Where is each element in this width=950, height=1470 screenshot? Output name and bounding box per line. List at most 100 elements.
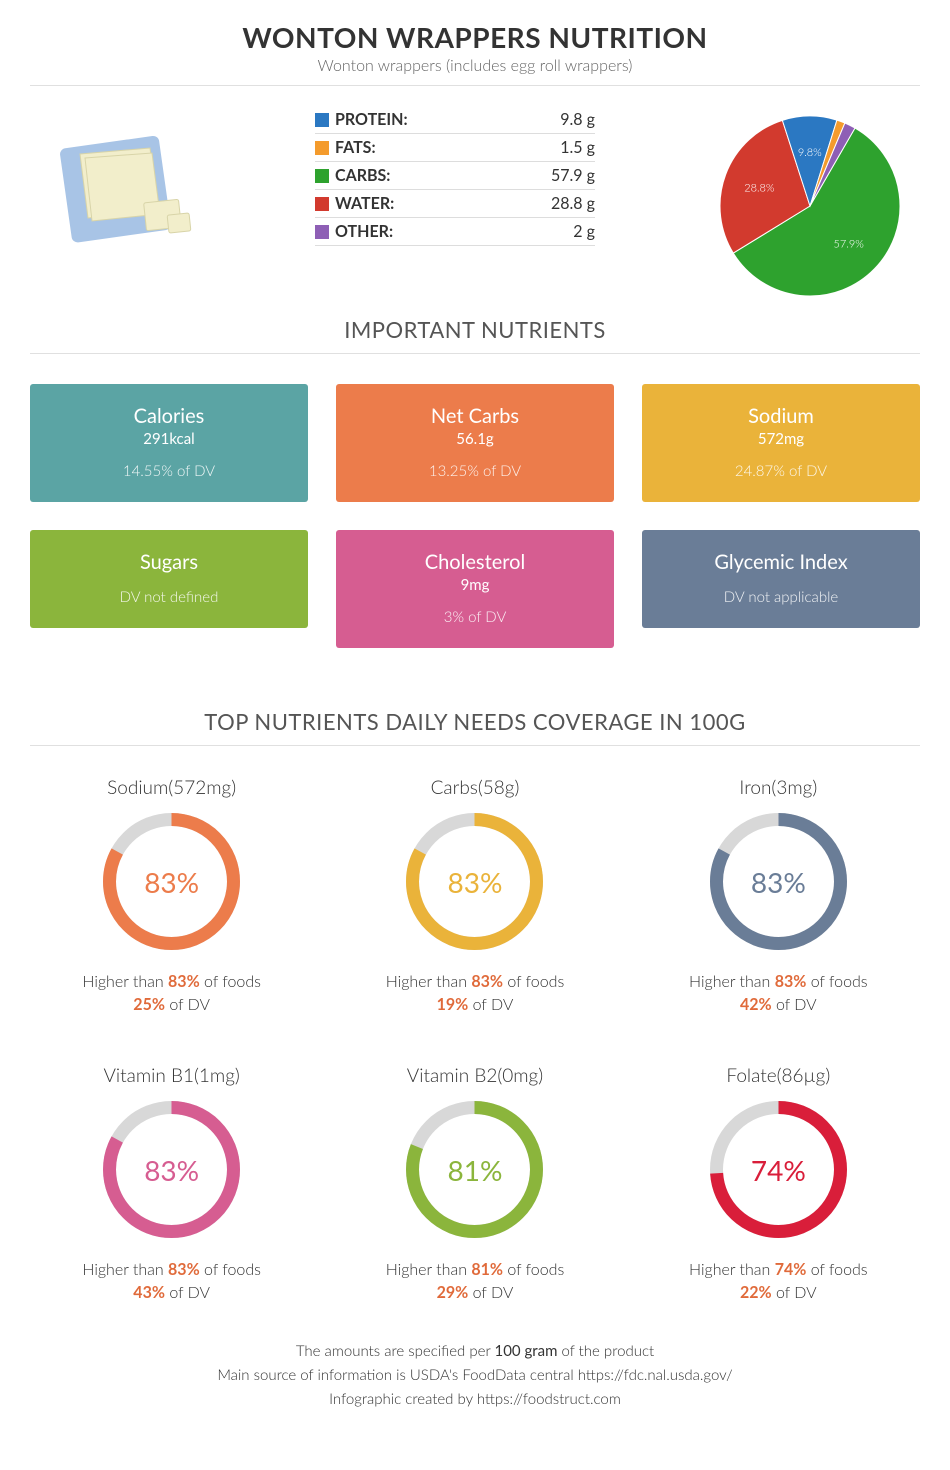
- coverage-percent: 83%: [448, 865, 503, 899]
- summary-row: PROTEIN: 9.8 g FATS: 1.5 g CARBS: 57.9 g…: [30, 106, 920, 306]
- coverage-title: Folate(86µg): [637, 1064, 920, 1087]
- coverage-item: Folate(86µg) 74% Higher than 74% of food…: [637, 1064, 920, 1302]
- coverage-title: Iron(3mg): [637, 776, 920, 799]
- coverage-item: Carbs(58g) 83% Higher than 83% of foods …: [333, 776, 616, 1014]
- card-dv: DV not defined: [40, 588, 298, 606]
- card-amount: 56.1g: [346, 430, 604, 448]
- macro-row: PROTEIN: 9.8 g: [315, 106, 595, 134]
- coverage-donut: 81%: [402, 1097, 547, 1242]
- card-amount: 9mg: [346, 576, 604, 594]
- coverage-dv: 29% of DV: [333, 1283, 616, 1302]
- coverage-percent: 83%: [144, 865, 199, 899]
- page-title: WONTON WRAPPERS NUTRITION: [30, 20, 920, 54]
- nutrient-card: Net Carbs 56.1g 13.25% of DV: [336, 384, 614, 502]
- coverage-compare: Higher than 83% of foods: [637, 972, 920, 991]
- card-title: Sugars: [40, 550, 298, 574]
- coverage-item: Sodium(572mg) 83% Higher than 83% of foo…: [30, 776, 313, 1014]
- coverage-donut: 83%: [99, 809, 244, 954]
- nutrient-card: Calories 291kcal 14.55% of DV: [30, 384, 308, 502]
- nutrient-card: Sugars DV not defined: [30, 530, 308, 628]
- macro-label: WATER:: [335, 194, 394, 213]
- card-title: Calories: [40, 404, 298, 428]
- coverage-percent: 83%: [144, 1153, 199, 1187]
- color-swatch: [315, 113, 329, 127]
- nutrient-cards-grid: Calories 291kcal 14.55% of DV Net Carbs 56.1…: [30, 384, 920, 648]
- card-title: Glycemic Index: [652, 550, 910, 574]
- coverage-dv: 19% of DV: [333, 995, 616, 1014]
- card-dv: DV not applicable: [652, 588, 910, 606]
- coverage-title: Carbs(58g): [333, 776, 616, 799]
- macro-label: OTHER:: [335, 222, 393, 241]
- macro-table: PROTEIN: 9.8 g FATS: 1.5 g CARBS: 57.9 g…: [315, 106, 595, 246]
- coverage-title: Sodium(572mg): [30, 776, 313, 799]
- color-swatch: [315, 169, 329, 183]
- footer-credit: Infographic created by https://foodstruc…: [30, 1390, 920, 1408]
- macro-pie-chart: 57.9% 28.8% 9.8%: [700, 106, 920, 306]
- color-swatch: [315, 197, 329, 211]
- nutrient-card: Sodium 572mg 24.87% of DV: [642, 384, 920, 502]
- macro-row: CARBS: 57.9 g: [315, 162, 595, 190]
- macro-row: FATS: 1.5 g: [315, 134, 595, 162]
- macro-value: 2 g: [573, 222, 595, 241]
- coverage-item: Vitamin B2(0mg) 81% Higher than 81% of f…: [333, 1064, 616, 1302]
- coverage-dv: 25% of DV: [30, 995, 313, 1014]
- card-dv: 14.55% of DV: [40, 462, 298, 480]
- footer-text: The amounts are specified per: [296, 1342, 495, 1360]
- pie-label: 9.8%: [798, 146, 822, 159]
- coverage-dv: 43% of DV: [30, 1283, 313, 1302]
- coverage-dv: 42% of DV: [637, 995, 920, 1014]
- coverage-percent: 83%: [751, 865, 806, 899]
- divider: [30, 353, 920, 354]
- coverage-title: Vitamin B2(0mg): [333, 1064, 616, 1087]
- nutrient-card: Glycemic Index DV not applicable: [642, 530, 920, 628]
- pie-label: 28.8%: [744, 181, 775, 194]
- card-title: Sodium: [652, 404, 910, 428]
- coverage-donut: 83%: [706, 809, 851, 954]
- card-title: Cholesterol: [346, 550, 604, 574]
- macro-row: OTHER: 2 g: [315, 218, 595, 246]
- macro-label: FATS:: [335, 138, 376, 157]
- card-title: Net Carbs: [346, 404, 604, 428]
- macro-value: 1.5 g: [560, 138, 595, 157]
- coverage-compare: Higher than 83% of foods: [30, 972, 313, 991]
- macro-value: 9.8 g: [560, 110, 595, 129]
- page-subtitle: Wonton wrappers (includes egg roll wrapp…: [30, 56, 920, 75]
- footer-bold: 100 gram: [495, 1342, 558, 1360]
- coverage-item: Vitamin B1(1mg) 83% Higher than 83% of f…: [30, 1064, 313, 1302]
- coverage-grid: Sodium(572mg) 83% Higher than 83% of foo…: [30, 776, 920, 1302]
- card-dv: 13.25% of DV: [346, 462, 604, 480]
- section-title-important: IMPORTANT NUTRIENTS: [30, 316, 920, 343]
- coverage-donut: 83%: [99, 1097, 244, 1242]
- coverage-compare: Higher than 74% of foods: [637, 1260, 920, 1279]
- macro-label: PROTEIN:: [335, 110, 408, 129]
- card-dv: 3% of DV: [346, 608, 604, 626]
- section-title-coverage: TOP NUTRIENTS DAILY NEEDS COVERAGE IN 10…: [30, 708, 920, 735]
- card-amount: 572mg: [652, 430, 910, 448]
- coverage-donut: 83%: [402, 809, 547, 954]
- coverage-dv: 22% of DV: [637, 1283, 920, 1302]
- macro-row: WATER: 28.8 g: [315, 190, 595, 218]
- coverage-percent: 81%: [448, 1153, 503, 1187]
- footer-source: Main source of information is USDA's Foo…: [30, 1366, 920, 1384]
- coverage-compare: Higher than 81% of foods: [333, 1260, 616, 1279]
- nutrient-card: Cholesterol 9mg 3% of DV: [336, 530, 614, 648]
- color-swatch: [315, 141, 329, 155]
- coverage-percent: 74%: [751, 1153, 806, 1187]
- footer: The amounts are specified per 100 gram o…: [30, 1342, 920, 1408]
- footer-text: of the product: [557, 1342, 654, 1360]
- macro-value: 57.9 g: [551, 166, 595, 185]
- food-image: [30, 106, 210, 261]
- coverage-compare: Higher than 83% of foods: [333, 972, 616, 991]
- pie-label: 57.9%: [834, 238, 865, 251]
- coverage-compare: Higher than 83% of foods: [30, 1260, 313, 1279]
- macro-label: CARBS:: [335, 166, 390, 185]
- card-dv: 24.87% of DV: [652, 462, 910, 480]
- card-amount: 291kcal: [40, 430, 298, 448]
- color-swatch: [315, 225, 329, 239]
- macro-value: 28.8 g: [551, 194, 595, 213]
- divider: [30, 745, 920, 746]
- coverage-title: Vitamin B1(1mg): [30, 1064, 313, 1087]
- divider: [30, 85, 920, 86]
- coverage-donut: 74%: [706, 1097, 851, 1242]
- coverage-item: Iron(3mg) 83% Higher than 83% of foods 4…: [637, 776, 920, 1014]
